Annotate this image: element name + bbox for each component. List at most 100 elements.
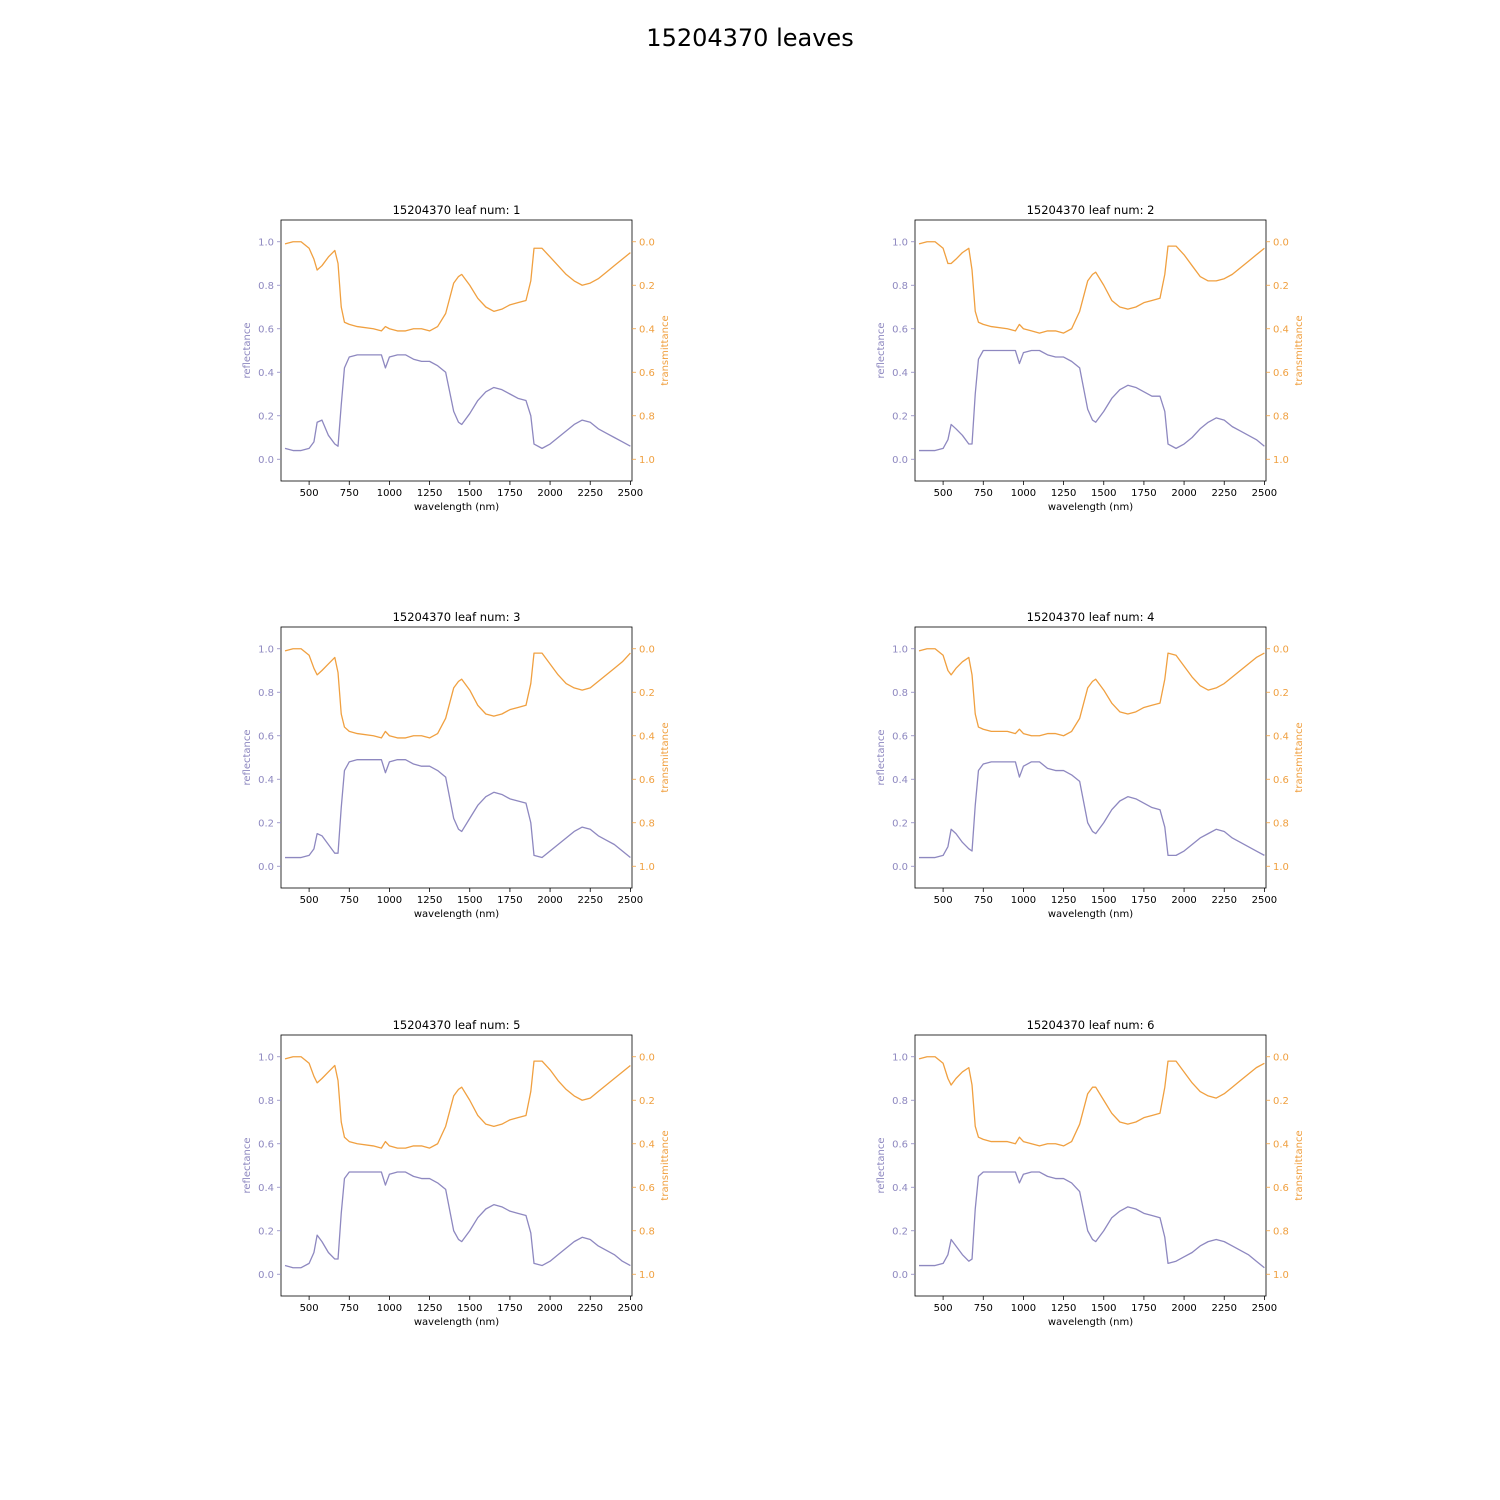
x-tick-label: 750 — [974, 895, 993, 906]
x-tick-label: 1500 — [457, 488, 482, 499]
y-left-axis-label: reflectance — [876, 729, 887, 785]
y-left-tick-label: 0.0 — [258, 1270, 274, 1281]
axes-frame — [914, 219, 1267, 482]
y-right-tick-label: 0.2 — [1273, 688, 1289, 699]
x-tick-label: 1250 — [1051, 1303, 1076, 1314]
y-right-tick-label: 0.0 — [1273, 237, 1289, 248]
x-tick-label: 1250 — [417, 1303, 442, 1314]
x-axis-label: wavelength (nm) — [1048, 1317, 1133, 1328]
reflectance-line — [284, 1171, 631, 1269]
y-left-tick-label: 0.6 — [892, 324, 908, 335]
x-tick-label: 2250 — [1212, 895, 1237, 906]
x-tick-label: 750 — [340, 895, 359, 906]
y-right-tick-label: 0.8 — [1273, 818, 1289, 829]
y-right-tick-label: 0.4 — [639, 731, 655, 742]
y-left-axis-label: reflectance — [242, 729, 253, 785]
y-left-tick-label: 0.4 — [258, 1183, 274, 1194]
subplot-1: 500 750 1000 1250 1500 1750 2000 2250 2500 0.0 0.2… — [242, 203, 671, 513]
y-left-tick-label: 0.0 — [258, 455, 274, 466]
y-right-tick-label: 0.2 — [639, 281, 655, 292]
y-left-axis-label: reflectance — [876, 1137, 887, 1193]
y-right-tick-label: 0.0 — [639, 1052, 655, 1063]
axes-frame — [280, 219, 633, 482]
y-left-tick-label: 0.6 — [892, 1139, 908, 1150]
x-tick-label: 1500 — [1091, 488, 1116, 499]
x-tick-label: 1750 — [1131, 895, 1156, 906]
x-tick-label: 1750 — [1131, 488, 1156, 499]
y-right-tick-label: 0.6 — [1273, 1183, 1289, 1194]
x-tick-label: 2500 — [1252, 1303, 1277, 1314]
x-tick-label: 750 — [340, 488, 359, 499]
y-right-tick-label: 0.4 — [639, 324, 655, 335]
y-right-axis-label: transmittance — [1294, 1130, 1305, 1200]
y-left-tick-label: 1.0 — [258, 644, 274, 655]
subplot-2: 500 750 1000 1250 1500 1750 2000 2250 2500 0.0 0.2… — [876, 203, 1305, 513]
reflectance-line — [919, 349, 1265, 452]
x-tick-label: 1000 — [1011, 895, 1036, 906]
reflectance-line — [284, 354, 631, 452]
x-tick-label: 500 — [934, 1303, 953, 1314]
y-left-tick-label: 1.0 — [258, 1052, 274, 1063]
x-tick-label: 2500 — [618, 1303, 643, 1314]
subplot-title: 15204370 leaf num: 2 — [1027, 203, 1155, 217]
y-left-tick-label: 1.0 — [258, 237, 274, 248]
axes-frame — [914, 626, 1267, 889]
reflectance-line — [919, 1171, 1265, 1269]
subplot-title: 15204370 leaf num: 5 — [393, 1018, 521, 1032]
axes-frame — [280, 626, 633, 889]
y-right-tick-label: 1.0 — [639, 1270, 655, 1281]
y-right-tick-label: 0.0 — [1273, 1052, 1289, 1063]
x-tick-label: 500 — [300, 895, 319, 906]
y-left-tick-label: 0.0 — [892, 455, 908, 466]
y-right-tick-label: 0.2 — [639, 1096, 655, 1107]
x-tick-label: 2000 — [1171, 488, 1196, 499]
y-left-tick-label: 0.2 — [258, 1226, 274, 1237]
y-right-tick-label: 1.0 — [639, 455, 655, 466]
y-left-tick-label: 0.6 — [258, 1139, 274, 1150]
y-left-tick-label: 0.4 — [892, 368, 908, 379]
x-tick-label: 1000 — [377, 895, 402, 906]
x-tick-label: 1500 — [1091, 1303, 1116, 1314]
transmittance-line — [918, 648, 1265, 737]
y-left-tick-label: 0.0 — [892, 1270, 908, 1281]
y-right-axis-label: transmittance — [660, 1130, 671, 1200]
transmittance-line — [284, 648, 631, 739]
x-tick-label: 500 — [934, 488, 953, 499]
y-left-tick-label: 0.4 — [258, 775, 274, 786]
y-right-tick-label: 0.6 — [639, 368, 655, 379]
y-left-axis-label: reflectance — [876, 322, 887, 378]
y-right-axis-label: transmittance — [660, 722, 671, 792]
x-axis-label: wavelength (nm) — [414, 909, 499, 920]
x-tick-label: 2250 — [578, 895, 603, 906]
y-right-axis-label: transmittance — [1294, 722, 1305, 792]
y-left-tick-label: 0.8 — [258, 688, 274, 699]
x-tick-label: 2500 — [618, 488, 643, 499]
x-tick-label: 2000 — [537, 1303, 562, 1314]
y-right-tick-label: 0.0 — [639, 237, 655, 248]
y-right-tick-label: 0.4 — [1273, 324, 1289, 335]
x-tick-label: 2250 — [578, 488, 603, 499]
x-tick-label: 1000 — [377, 1303, 402, 1314]
y-left-tick-label: 0.6 — [258, 324, 274, 335]
y-right-tick-label: 0.0 — [1273, 644, 1289, 655]
y-right-axis-label: transmittance — [660, 315, 671, 385]
x-tick-label: 1000 — [1011, 1303, 1036, 1314]
y-left-tick-label: 0.2 — [892, 818, 908, 829]
x-tick-label: 1000 — [377, 488, 402, 499]
x-tick-label: 2000 — [1171, 895, 1196, 906]
axes-frame — [914, 1034, 1267, 1297]
y-right-tick-label: 0.4 — [1273, 1139, 1289, 1150]
y-right-tick-label: 0.6 — [639, 1183, 655, 1194]
y-right-tick-label: 0.6 — [1273, 775, 1289, 786]
y-left-tick-label: 0.8 — [258, 281, 274, 292]
x-tick-label: 750 — [974, 488, 993, 499]
y-left-tick-label: 0.4 — [892, 775, 908, 786]
x-tick-label: 2250 — [1212, 488, 1237, 499]
y-left-tick-label: 0.8 — [258, 1096, 274, 1107]
x-tick-label: 2250 — [578, 1303, 603, 1314]
subplot-title: 15204370 leaf num: 6 — [1027, 1018, 1155, 1032]
transmittance-line — [284, 241, 631, 332]
x-tick-label: 2000 — [537, 488, 562, 499]
x-tick-label: 1750 — [497, 895, 522, 906]
y-left-tick-label: 0.2 — [258, 411, 274, 422]
